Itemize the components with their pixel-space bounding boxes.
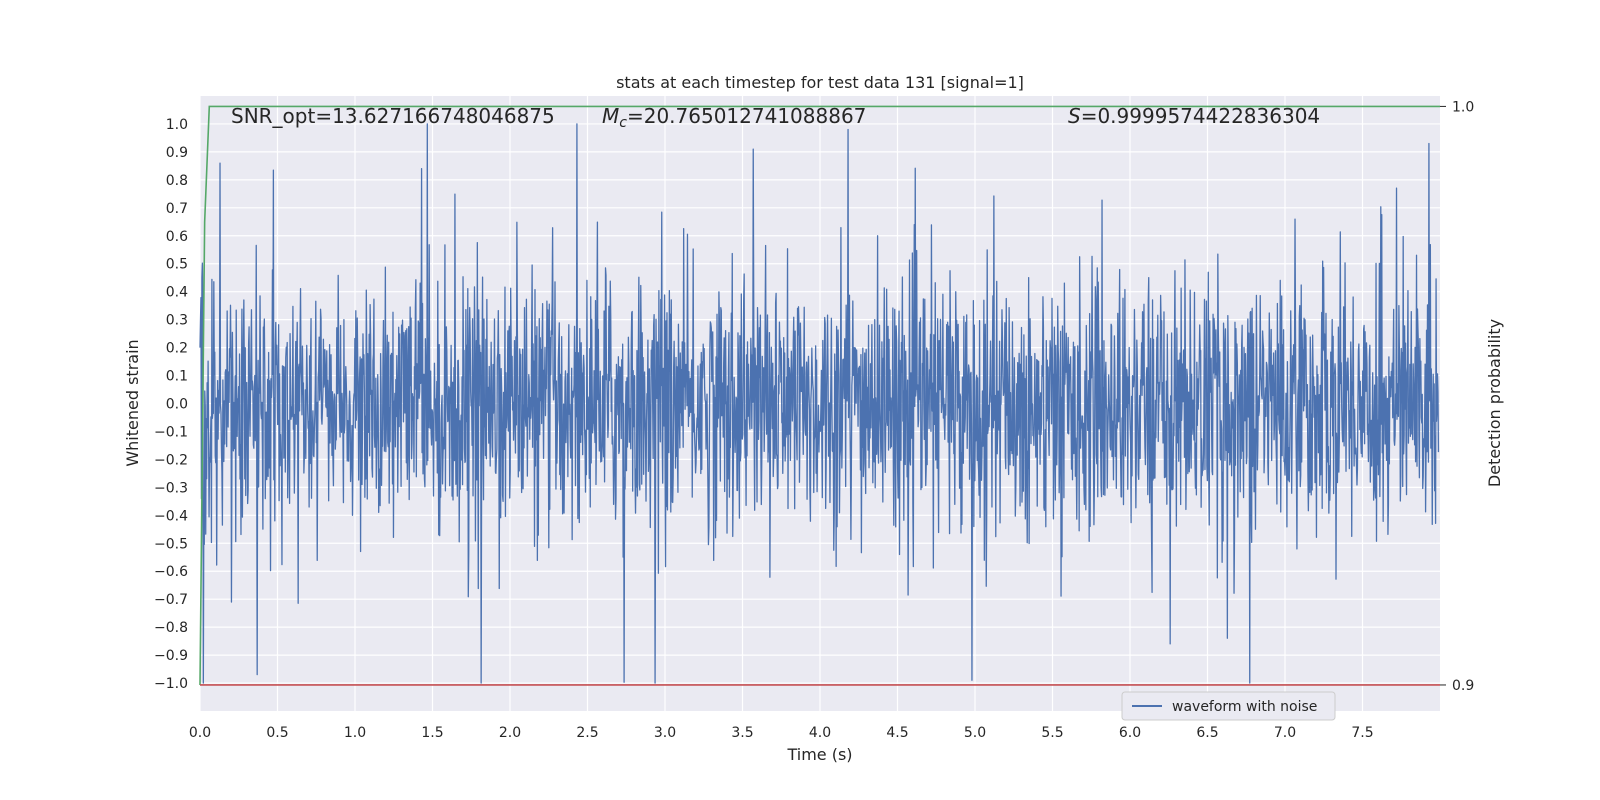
- annotation-detection-stat-symbol: S: [1068, 104, 1081, 128]
- x-tick-label: 5.0: [964, 725, 986, 741]
- y2-axis-title: Detection probability: [1485, 319, 1504, 487]
- y-tick-label: −1.0: [154, 676, 188, 692]
- annotation-snr: SNR_opt=13.627166748046875: [231, 104, 555, 128]
- x-tick-label: 5.5: [1041, 725, 1063, 741]
- legend-box: [1121, 691, 1336, 721]
- x-tick-label: 7.0: [1274, 725, 1296, 741]
- y-tick-label: 0.3: [166, 313, 188, 329]
- x-axis-title: Time (s): [786, 745, 852, 764]
- x-tick-label: 1.5: [421, 725, 443, 741]
- y-tick-label: −0.6: [154, 564, 188, 580]
- y-axis-title: Whitened strain: [123, 339, 142, 466]
- y-tick-labels: 1.0 0.9 0.8 0.7 0.6 0.5 0.4 0.3 0.2 0.1 0.0 −0.1 −0.…: [154, 117, 188, 692]
- x-tick-label: 3.5: [731, 725, 753, 741]
- chart-title: stats at each timestep for test data 131…: [616, 73, 1024, 92]
- x-tick-label: 0.0: [189, 725, 211, 741]
- y2-tick-label: 0.9: [1452, 678, 1474, 694]
- y-tick-label: 0.7: [166, 201, 188, 217]
- y-tick-label: 0.9: [166, 145, 188, 161]
- x-tick-label: 6.0: [1119, 725, 1141, 741]
- y-tick-label: −0.3: [154, 480, 188, 496]
- y2-ticks: 1.0 0.9: [1440, 99, 1474, 694]
- annotation-chirp-mass-value: =20.765012741088867: [627, 104, 866, 128]
- y2-tick-label: 1.0: [1452, 99, 1474, 115]
- y-tick-label: −0.4: [154, 508, 188, 524]
- y-tick-label: −0.1: [154, 424, 188, 440]
- x-tick-label: 3.0: [654, 725, 676, 741]
- legend-label-waveform: waveform with noise: [1172, 699, 1317, 715]
- series-detection-probability: [199, 105, 1440, 685]
- y-tick-label: −0.8: [154, 620, 188, 636]
- series-group: [199, 105, 1440, 686]
- x-tick-label: 2.5: [576, 725, 598, 741]
- y-tick-label: 0.4: [166, 285, 188, 301]
- annotation-chirp-mass-symbol: M: [602, 104, 619, 128]
- y-tick-label: 0.8: [166, 173, 188, 189]
- y-tick-label: 0.5: [166, 257, 188, 273]
- x-tick-label: 4.5: [886, 725, 908, 741]
- annotation-detection-stat-value: =0.9999574422836304: [1081, 104, 1320, 128]
- legend: waveform with noise: [1121, 691, 1336, 721]
- x-tick-label: 2.0: [499, 725, 521, 741]
- y-tick-label: −0.9: [154, 648, 188, 664]
- y-tick-label: 0.1: [166, 369, 188, 385]
- x-tick-label: 7.5: [1351, 725, 1373, 741]
- y-tick-label: 0.0: [166, 397, 188, 413]
- annotation-chirp-mass-subscript: c: [619, 115, 627, 131]
- y-tick-label: 0.2: [166, 341, 188, 357]
- x-tick-label: 0.5: [266, 725, 288, 741]
- annotation-detection-stat: S=0.9999574422836304: [1068, 104, 1320, 128]
- annotation-chirp-mass: Mc=20.765012741088867: [602, 104, 866, 131]
- series-waveform-with-noise: [199, 123, 1440, 684]
- y-tick-label: 0.6: [166, 229, 188, 245]
- y-tick-label: −0.2: [154, 452, 188, 468]
- y-tick-label: −0.7: [154, 592, 188, 608]
- x-tick-label: 4.0: [809, 725, 831, 741]
- x-tick-label: 1.0: [344, 725, 366, 741]
- y-tick-label: 1.0: [166, 117, 188, 133]
- y-tick-label: −0.5: [154, 536, 188, 552]
- x-tick-label: 6.5: [1196, 725, 1218, 741]
- x-tick-labels: 0.0 0.5 1.0 1.5 2.0 2.5 3.0 3.5 4.0 4.5 5.0 5.5 6.0 6…: [189, 725, 1374, 741]
